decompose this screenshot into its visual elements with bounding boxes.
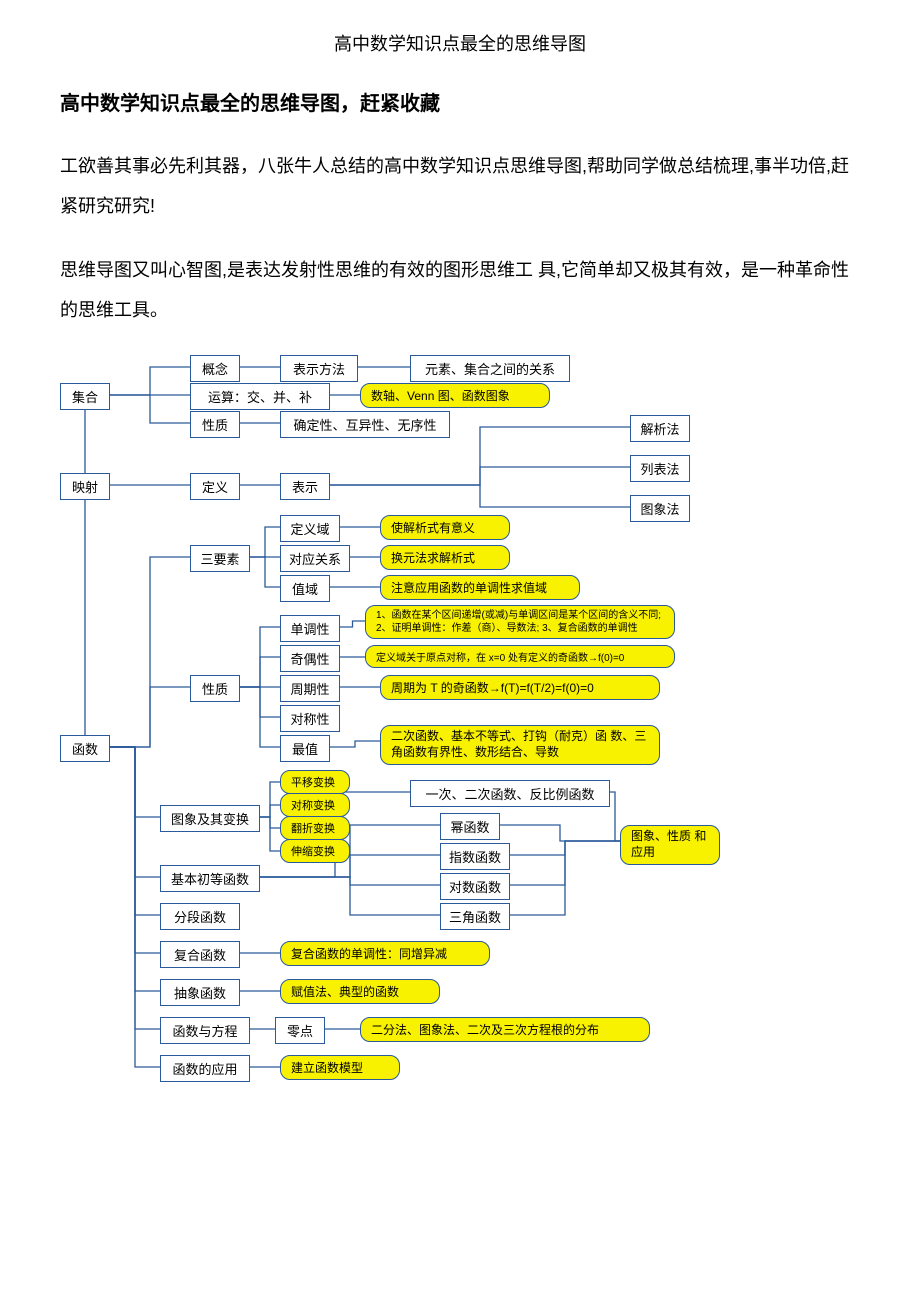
node-liebiao: 列表法 — [630, 455, 690, 482]
mindmap-diagram: 集合映射函数 概念 表示方法 元素、集合之间的关系运算：交、并、补 数轴、Venn 图、… — [60, 355, 860, 1115]
node-biaoshi: 表示 — [280, 473, 330, 500]
node-zuizhi: 最值 — [280, 735, 330, 762]
node-n_jiexiyiyi: 使解析式有意义 — [380, 515, 510, 540]
node-n_qiou: 定义域关于原点对称，在 x=0 处有定义的奇函数→f(0)=0 — [365, 645, 675, 668]
node-n_zhouqi: 周期为 T 的奇函数→f(T)=f(T/2)=f(0)=0 — [380, 675, 660, 700]
node-yunsuan: 运算：交、并、补 — [190, 383, 330, 410]
node-gainian: 概念 — [190, 355, 240, 382]
node-n_erfen: 二分法、图象法、二次及三次方程根的分布 — [360, 1017, 650, 1042]
node-jiexifa: 解析法 — [630, 415, 690, 442]
node-jihe: 集合 — [60, 383, 110, 410]
node-zhiyu: 值域 — [280, 575, 330, 602]
node-fenduan: 分段函数 — [160, 903, 240, 930]
node-hsfc: 函数与方程 — [160, 1017, 250, 1044]
node-fuhe: 复合函数 — [160, 941, 240, 968]
node-yingshe: 映射 — [60, 473, 110, 500]
node-n_zuizhi: 二次函数、基本不等式、打钩（耐克）函 数、三角函数有界性、数形结合、导数 — [380, 725, 660, 764]
node-dingyi: 定义 — [190, 473, 240, 500]
paragraph-1: 工欲善其事必先利其器，八张牛人总结的高中数学知识点思维导图,帮助同学做总结梳理,… — [60, 147, 860, 226]
paragraph-2: 思维导图又叫心智图,是表达发射性思维的有效的图形思维工 具,它简单却又极其有效，… — [60, 251, 860, 330]
node-shensuo: 伸缩变换 — [280, 839, 350, 863]
node-dandiao: 单调性 — [280, 615, 340, 642]
node-duishu: 对数函数 — [440, 873, 510, 900]
node-hsyy: 函数的应用 — [160, 1055, 250, 1082]
node-yici: 一次、二次函数、反比例函数 — [410, 780, 610, 807]
node-dingyiyu: 定义域 — [280, 515, 340, 542]
node-duicheng: 对称性 — [280, 705, 340, 732]
node-fanzhe: 翻折变换 — [280, 816, 350, 840]
node-n_chouxiang: 赋值法、典型的函数 — [280, 979, 440, 1004]
node-jiben: 基本初等函数 — [160, 865, 260, 892]
node-hanshu: 函数 — [60, 735, 110, 762]
node-n_zhuyi: 注意应用函数的单调性求值域 — [380, 575, 580, 600]
node-xingzhi1: 性质 — [190, 411, 240, 438]
node-lingdian: 零点 — [275, 1017, 325, 1044]
node-mihanshu: 幂函数 — [440, 813, 500, 840]
node-duichengbh: 对称变换 — [280, 793, 350, 817]
node-n_fuhe: 复合函数的单调性：同增异减 — [280, 941, 490, 966]
node-pingyi: 平移变换 — [280, 770, 350, 794]
node-chouxiang: 抽象函数 — [160, 979, 240, 1006]
node-quedingxing: 确定性、互异性、无序性 — [280, 411, 450, 438]
node-zhouqi: 周期性 — [280, 675, 340, 702]
node-txxz: 图象、性质 和应用 — [620, 825, 720, 864]
page-header-title: 高中数学知识点最全的思维导图 — [60, 30, 860, 56]
node-yuansu: 元素、集合之间的关系 — [410, 355, 570, 382]
node-sanyaosu: 三要素 — [190, 545, 250, 572]
node-biaoshifangfa: 表示方法 — [280, 355, 358, 382]
node-tuxiangbh: 图象及其变换 — [160, 805, 260, 832]
node-qiou: 奇偶性 — [280, 645, 340, 672]
node-n_dandiao: 1、函数在某个区间递增(或减)与单调区间是某个区间的含义不同; 2、证明单调性：… — [365, 605, 675, 639]
node-duiying: 对应关系 — [280, 545, 350, 572]
node-n_moxing: 建立函数模型 — [280, 1055, 400, 1080]
node-shuzhou: 数轴、Venn 图、函数图象 — [360, 383, 550, 408]
node-n_huanyuan: 换元法求解析式 — [380, 545, 510, 570]
node-zhishu: 指数函数 — [440, 843, 510, 870]
node-sanjiao: 三角函数 — [440, 903, 510, 930]
page-subtitle: 高中数学知识点最全的思维导图，赶紧收藏 — [60, 86, 860, 122]
node-tuxiang: 图象法 — [630, 495, 690, 522]
node-xingzhi2: 性质 — [190, 675, 240, 702]
